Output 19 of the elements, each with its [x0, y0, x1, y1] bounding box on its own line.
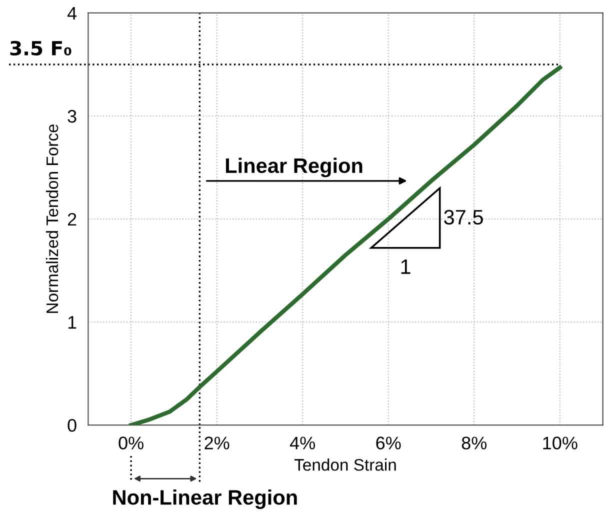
ref-line-label: 3.5 F₀ [10, 40, 72, 56]
x-tick-label: 4% [290, 436, 316, 450]
y-tick-label: 4 [67, 7, 77, 20]
annotation: 1 [401, 260, 410, 274]
y-tick-label: 1 [68, 316, 76, 329]
x-axis-title: Tendon Strain [294, 458, 396, 471]
x-tick-label: 2% [204, 436, 230, 450]
annotation: Linear Region [226, 158, 362, 178]
annotation: 37.5 [444, 210, 483, 225]
y-tick-label: 0 [68, 418, 76, 432]
text: Non-Linear Region [113, 489, 297, 509]
y-axis-title: Normalized Tendon Force [46, 124, 58, 313]
x-tick-label: 10% [543, 436, 578, 450]
y-tick-label: 2 [68, 212, 76, 226]
x-tick-label: 0% [118, 436, 144, 450]
x-tick-label: 6% [376, 436, 401, 450]
line-series [128, 65, 562, 426]
x-tick-label: 8% [462, 436, 487, 450]
y-tick-label: 3 [68, 110, 76, 123]
